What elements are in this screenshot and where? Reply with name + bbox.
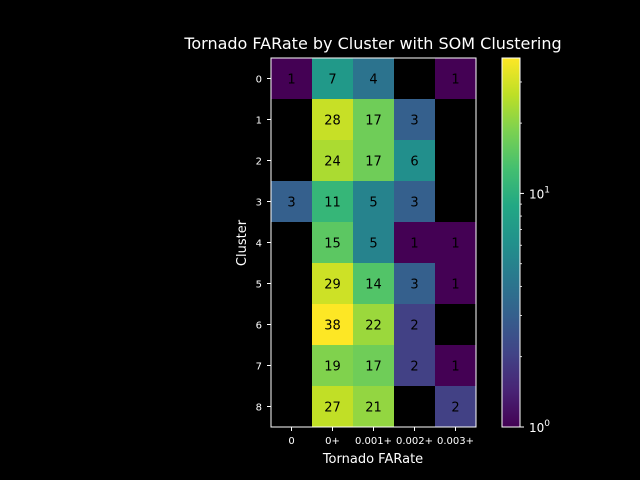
cell-value-label: 28: [324, 114, 341, 129]
cell-value-label: 2: [410, 360, 418, 375]
heatmap-cell: [353, 386, 394, 427]
heatmap-cell: [435, 222, 476, 263]
x-tick-label: 0.002+: [396, 436, 433, 447]
cell-value-label: 38: [324, 319, 341, 334]
cell-value-label: 6: [410, 155, 418, 170]
heatmap-cell: [353, 345, 394, 386]
heatmap-cell: [353, 99, 394, 140]
heatmap-cell: [312, 386, 353, 427]
heatmap-cell: [353, 140, 394, 181]
heatmap-cell: [312, 58, 353, 99]
colorbar-gradient: [501, 57, 521, 428]
heatmap-cell: [312, 181, 353, 222]
cell-value-label: 1: [451, 278, 459, 293]
cell-value-label: 17: [365, 114, 382, 129]
heatmap-cell: [394, 263, 435, 304]
cell-value-label: 17: [365, 360, 382, 375]
y-tick-label: 4: [256, 239, 262, 250]
x-axis-label: Tornado FARate: [322, 452, 423, 467]
heatmap-cells: 1 7 4 128 17 324 17 63 11 5 315 5 1 129 14 3 138 22 219 17 2…: [270, 57, 477, 428]
y-tick-label: 0: [256, 75, 262, 86]
cell-value-label: 3: [410, 278, 418, 293]
heatmap-cell: [394, 304, 435, 345]
cell-value-label: 22: [365, 319, 382, 334]
heatmap-cell: [312, 263, 353, 304]
cell-value-label: 17: [365, 155, 382, 170]
cell-value-label: 11: [324, 196, 341, 211]
y-tick-label: 6: [256, 321, 262, 332]
y-tick-label: 1: [256, 116, 262, 127]
heatmap-cell: [394, 140, 435, 181]
heatmap-cell: [312, 345, 353, 386]
heatmap-cell: [271, 58, 312, 99]
y-tick-label: 3: [256, 198, 262, 209]
cell-value-label: 24: [324, 155, 341, 170]
heatmap-cell: [353, 222, 394, 263]
x-tick-label: 0+: [325, 436, 340, 447]
heatmap-cell: [435, 263, 476, 304]
heatmap-cell: [394, 345, 435, 386]
colorbar-tick-label: 101: [529, 185, 550, 201]
y-tick-label: 7: [256, 362, 262, 373]
cell-value-label: 14: [365, 278, 382, 293]
heatmap-cell: [435, 386, 476, 427]
heatmap-cell: [353, 181, 394, 222]
cell-value-label: 19: [324, 360, 341, 375]
cell-value-label: 27: [324, 401, 341, 416]
cell-value-label: 21: [365, 401, 382, 416]
heatmap-cell: [435, 345, 476, 386]
cell-value-label: 1: [451, 237, 459, 252]
heatmap-cell: [353, 304, 394, 345]
cell-value-label: 29: [324, 278, 341, 293]
x-tick-label: 0.003+: [437, 436, 474, 447]
y-tick-label: 2: [256, 157, 262, 168]
heatmap-cell: [394, 222, 435, 263]
cell-value-label: 5: [369, 237, 377, 252]
heatmap-cell: [394, 181, 435, 222]
cell-value-label: 2: [451, 401, 459, 416]
y-tick-labels: 0 1 2 3 4 5 6 7 8: [256, 75, 271, 414]
cell-value-label: 1: [287, 73, 295, 88]
cell-value-label: 4: [369, 73, 377, 88]
heatmap-cell: [353, 263, 394, 304]
cell-value-label: 5: [369, 196, 377, 211]
heatmap-cell: [271, 181, 312, 222]
heatmap-cell: [312, 222, 353, 263]
heatmap-cell: [394, 99, 435, 140]
y-tick-label: 5: [256, 280, 262, 291]
y-tick-label: 8: [256, 403, 262, 414]
x-tick-label: 0.001+: [355, 436, 392, 447]
cell-value-label: 7: [328, 73, 336, 88]
cell-value-label: 2: [410, 319, 418, 334]
heatmap-cell: [353, 58, 394, 99]
cell-value-label: 1: [451, 73, 459, 88]
colorbar: 100 101: [501, 57, 550, 435]
heatmap-cell: [312, 304, 353, 345]
heatmap-cell: [312, 140, 353, 181]
colorbar-tick-label: 100: [529, 419, 550, 435]
chart-title: Tornado FARate by Cluster with SOM Clust…: [183, 34, 561, 53]
x-tick-label: 0: [288, 436, 294, 447]
heatmap-cell: [435, 58, 476, 99]
cell-value-label: 3: [410, 196, 418, 211]
cell-value-label: 1: [451, 360, 459, 375]
y-axis-label: Cluster: [235, 219, 250, 266]
cell-value-label: 3: [410, 114, 418, 129]
heatmap-cell: [312, 99, 353, 140]
x-tick-labels: 0 0+ 0.001+ 0.002+ 0.003+: [288, 427, 474, 447]
cell-value-label: 15: [324, 237, 341, 252]
cell-value-label: 1: [410, 237, 418, 252]
cell-value-label: 3: [287, 196, 295, 211]
